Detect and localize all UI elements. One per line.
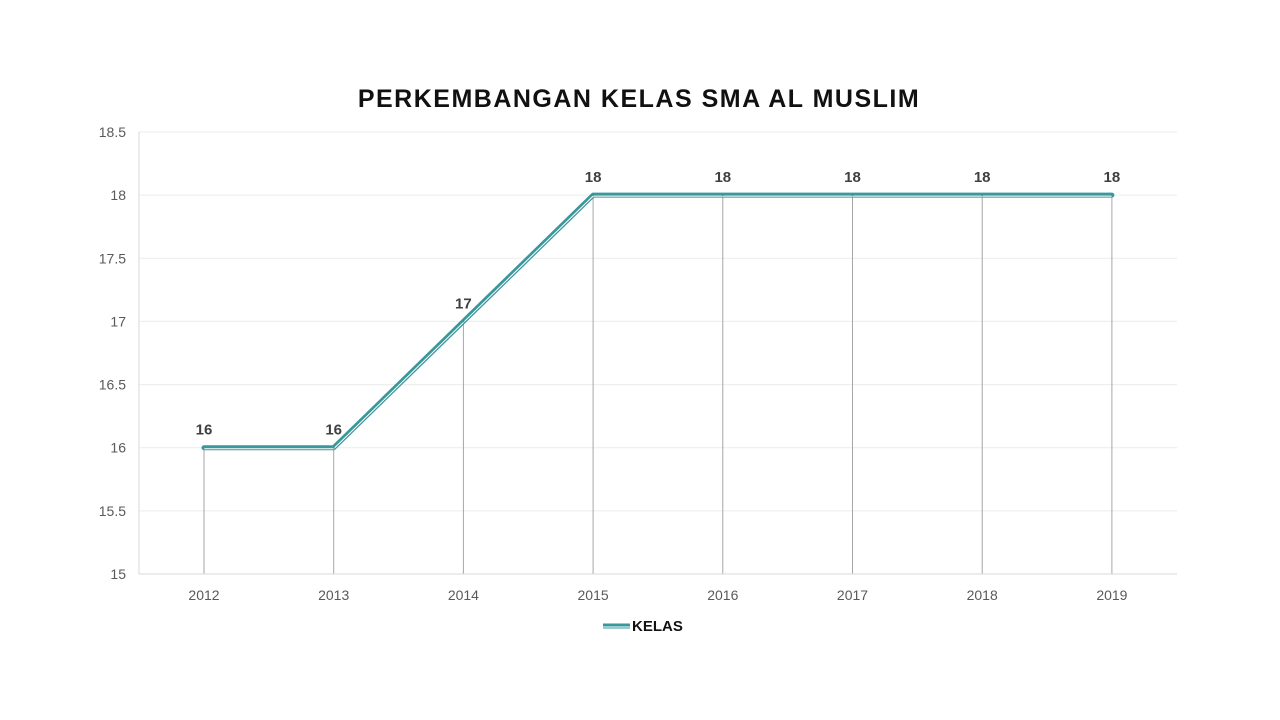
data-label: 18 [844,169,861,186]
data-label: 16 [196,422,213,439]
y-axis-tick-labels: 15 15.5 16 16.5 17 17.5 18 18.5 [99,124,126,582]
x-tick-label: 2013 [318,587,349,603]
drop-lines [203,195,1113,574]
x-tick-label: 2015 [578,587,609,603]
x-tick-label: 2017 [837,587,868,603]
data-labels: 16 16 17 18 18 18 18 18 [196,169,1121,439]
data-point [592,194,595,197]
data-point [721,194,724,197]
y-tick-label: 15 [110,566,126,582]
gridlines [138,131,1177,574]
x-tick-label: 2012 [188,587,219,603]
y-tick-label: 15.5 [99,503,126,519]
series-line-outer [201,192,1115,451]
data-point [462,320,465,323]
x-axis-tick-labels: 2012 2013 2014 2015 2016 2017 2018 2019 [188,587,1127,603]
legend: KELAS [603,618,683,635]
data-point [1110,194,1113,197]
data-label: 18 [585,169,602,186]
y-tick-label: 16 [110,440,126,456]
data-label: 17 [455,295,472,312]
data-label: 18 [1104,169,1121,186]
y-tick-label: 18.5 [99,124,126,140]
data-label: 18 [974,169,991,186]
x-tick-label: 2018 [967,587,998,603]
series-line-inner [204,195,1112,450]
legend-label-kelas: KELAS [632,618,683,635]
data-point [332,446,335,449]
chart-title: PERKEMBANGAN KELAS SMA AL MUSLIM [358,85,920,113]
data-point [981,194,984,197]
data-label: 16 [325,422,342,439]
x-tick-label: 2019 [1096,587,1127,603]
data-point [203,446,205,449]
series-kelas [201,192,1115,451]
y-tick-label: 17.5 [99,250,126,266]
x-tick-label: 2014 [448,587,479,603]
y-tick-label: 18 [110,187,126,203]
data-point [851,194,854,197]
x-tick-label: 2016 [707,587,738,603]
y-tick-label: 17 [110,313,126,329]
y-tick-label: 16.5 [99,377,126,393]
data-label: 18 [714,169,731,186]
